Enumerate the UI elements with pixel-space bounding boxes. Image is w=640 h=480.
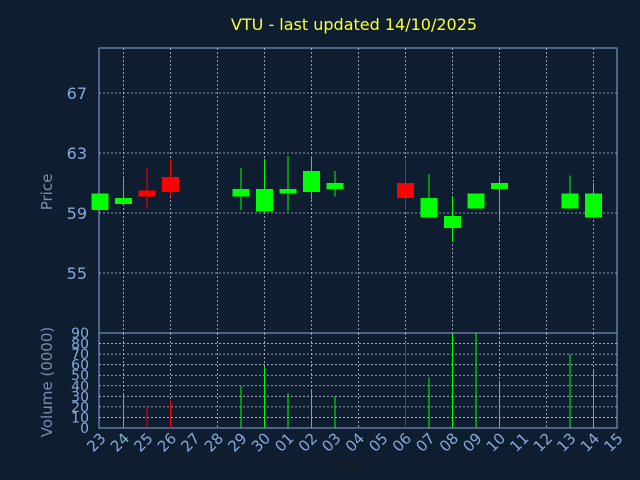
day-tick-label: 01 <box>271 429 297 455</box>
day-tick-label: 09 <box>459 429 485 455</box>
price-panel: 55 59 63 67 <box>67 47 618 334</box>
volume-frame <box>98 332 618 429</box>
candle-body <box>561 193 579 209</box>
candle-body <box>420 198 438 218</box>
day-tick-label: 28 <box>201 429 227 455</box>
volume-axis-label: Volume (0000) <box>38 327 56 437</box>
price-tick-label: 59 <box>67 204 87 223</box>
candle-body <box>115 198 132 204</box>
volume-tick-label: 80 <box>71 337 89 353</box>
day-tick-label: 11 <box>506 429 532 455</box>
volume-tick-label: 20 <box>71 400 89 416</box>
candle-body <box>232 189 250 197</box>
chart-title: VTU - last updated 14/10/2025 <box>231 15 477 34</box>
day-tick-label: 12 <box>530 429 556 455</box>
candle-body <box>303 171 320 192</box>
day-tick-label: 13 <box>553 429 579 455</box>
volume-tick-label: 30 <box>71 389 89 405</box>
candle-body <box>162 177 179 192</box>
day-tick-label: 24 <box>107 429 133 455</box>
day-tick-label: 05 <box>365 429 391 455</box>
candle-body <box>326 183 344 189</box>
price-tick-label: 55 <box>67 264 87 283</box>
candle-body <box>444 216 461 228</box>
volume-tick-label: 90 <box>71 326 89 342</box>
day-tick-label: 07 <box>412 429 438 455</box>
volume-tick-label: 10 <box>71 410 89 426</box>
volume-tick-label: 50 <box>71 368 89 384</box>
day-tick-label: 27 <box>177 429 203 455</box>
candle-body <box>397 183 414 198</box>
day-tick-label: 26 <box>154 429 180 455</box>
volume-tick-label: 70 <box>71 347 89 363</box>
day-tick-label: 08 <box>436 429 462 455</box>
day-tick-label: 04 <box>342 429 368 455</box>
candle-body <box>491 183 508 189</box>
day-tick-label: 03 <box>318 429 344 455</box>
price-axis-label: Price <box>38 174 56 211</box>
candle-body <box>279 189 297 194</box>
volume-tick-label: 0 <box>80 421 89 437</box>
day-tick-label: 02 <box>295 429 321 455</box>
candle-body <box>256 189 273 212</box>
candle-body <box>91 193 109 210</box>
day-tick-label: 06 <box>389 429 415 455</box>
day-tick-label: 30 <box>248 429 274 455</box>
candle-body <box>138 190 156 197</box>
day-tick-label: 29 <box>224 429 250 455</box>
day-tick-label: 10 <box>483 429 509 455</box>
day-axis-label: Day <box>334 458 362 474</box>
candle-body <box>467 193 485 209</box>
price-tick-label: 67 <box>67 84 87 103</box>
day-tick-label: 25 <box>130 429 156 455</box>
volume-tick-label: 60 <box>71 358 89 374</box>
day-tick-label: 15 <box>600 429 626 455</box>
day-tick-label: 14 <box>577 429 603 455</box>
day-axis: 2324252627282930010203040506070809101112… <box>83 429 626 455</box>
candle-body <box>585 193 602 218</box>
price-tick-label: 63 <box>67 144 87 163</box>
volume-tick-label: 40 <box>71 379 89 395</box>
